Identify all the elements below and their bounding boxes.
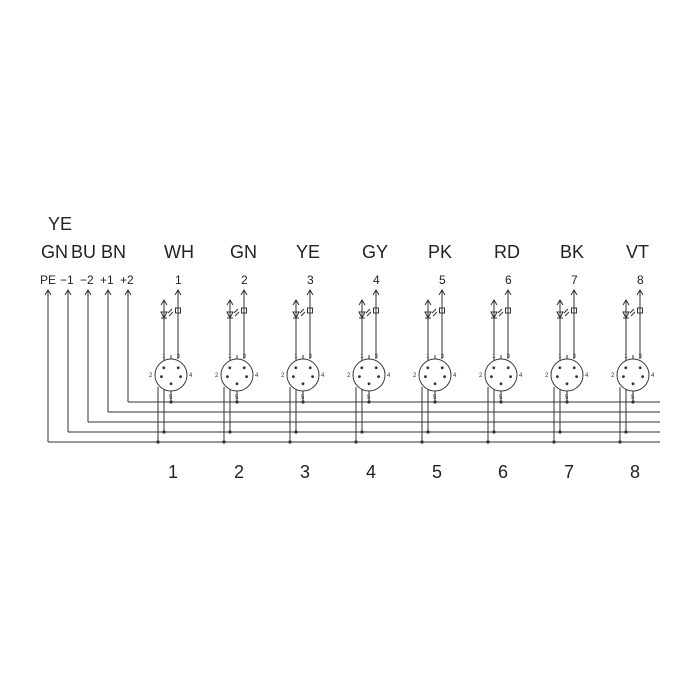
svg-text:2: 2: [413, 373, 417, 379]
color-label-RD: RD: [494, 242, 520, 262]
svg-text:1: 1: [162, 354, 166, 360]
svg-text:2: 2: [347, 373, 351, 379]
chan-bottom-num-7: 7: [564, 462, 574, 482]
label-ye-top: YE: [48, 214, 72, 234]
chan-top-num-6: 6: [505, 273, 512, 287]
svg-text:1: 1: [492, 354, 496, 360]
svg-text:1: 1: [228, 354, 232, 360]
terminal-label-2: −2: [80, 273, 94, 287]
chan-top-num-5: 5: [439, 273, 446, 287]
power-label-BN: BN: [101, 242, 126, 262]
chan-bottom-num-4: 4: [366, 462, 376, 482]
svg-text:4: 4: [255, 373, 259, 379]
svg-text:3: 3: [243, 354, 247, 360]
chan-top-num-3: 3: [307, 273, 314, 287]
color-label-YE: YE: [296, 242, 320, 262]
svg-text:3: 3: [507, 354, 511, 360]
color-label-GY: GY: [362, 242, 388, 262]
svg-text:3: 3: [573, 354, 577, 360]
svg-text:4: 4: [519, 373, 523, 379]
svg-text:3: 3: [309, 354, 313, 360]
svg-text:4: 4: [453, 373, 457, 379]
chan-top-num-4: 4: [373, 273, 380, 287]
svg-text:1: 1: [426, 354, 430, 360]
svg-text:2: 2: [479, 373, 483, 379]
svg-text:2: 2: [281, 373, 285, 379]
terminal-label-4: +2: [120, 273, 134, 287]
wiring-diagram: YEGNBUBNWHGNYEGYPKRDBKVTPE−1−2+1+2123456…: [0, 0, 700, 700]
chan-bottom-num-3: 3: [300, 462, 310, 482]
svg-text:4: 4: [585, 373, 589, 379]
svg-text:1: 1: [558, 354, 562, 360]
svg-text:2: 2: [215, 373, 219, 379]
color-label-VT: VT: [626, 242, 649, 262]
svg-text:2: 2: [149, 373, 153, 379]
svg-text:3: 3: [441, 354, 445, 360]
svg-text:3: 3: [375, 354, 379, 360]
svg-text:3: 3: [639, 354, 643, 360]
color-label-BK: BK: [560, 242, 584, 262]
svg-text:4: 4: [321, 373, 325, 379]
chan-top-num-7: 7: [571, 273, 578, 287]
terminal-label-3: +1: [100, 273, 114, 287]
svg-text:2: 2: [611, 373, 615, 379]
chan-bottom-num-5: 5: [432, 462, 442, 482]
svg-text:1: 1: [360, 354, 364, 360]
chan-top-num-8: 8: [637, 273, 644, 287]
svg-text:1: 1: [294, 354, 298, 360]
color-label-WH: WH: [164, 242, 194, 262]
power-label-BU: BU: [71, 242, 96, 262]
chan-bottom-num-6: 6: [498, 462, 508, 482]
terminal-label-1: −1: [60, 273, 74, 287]
color-label-PK: PK: [428, 242, 452, 262]
svg-text:4: 4: [651, 373, 655, 379]
svg-text:4: 4: [387, 373, 391, 379]
chan-bottom-num-2: 2: [234, 462, 244, 482]
chan-bottom-num-8: 8: [630, 462, 640, 482]
svg-text:2: 2: [545, 373, 549, 379]
chan-top-num-2: 2: [241, 273, 248, 287]
terminal-label-0: PE: [40, 273, 56, 287]
color-label-GN: GN: [230, 242, 257, 262]
svg-text:1: 1: [624, 354, 628, 360]
svg-text:3: 3: [177, 354, 181, 360]
power-label-GN: GN: [41, 242, 68, 262]
chan-bottom-num-1: 1: [168, 462, 178, 482]
svg-text:4: 4: [189, 373, 193, 379]
chan-top-num-1: 1: [175, 273, 182, 287]
